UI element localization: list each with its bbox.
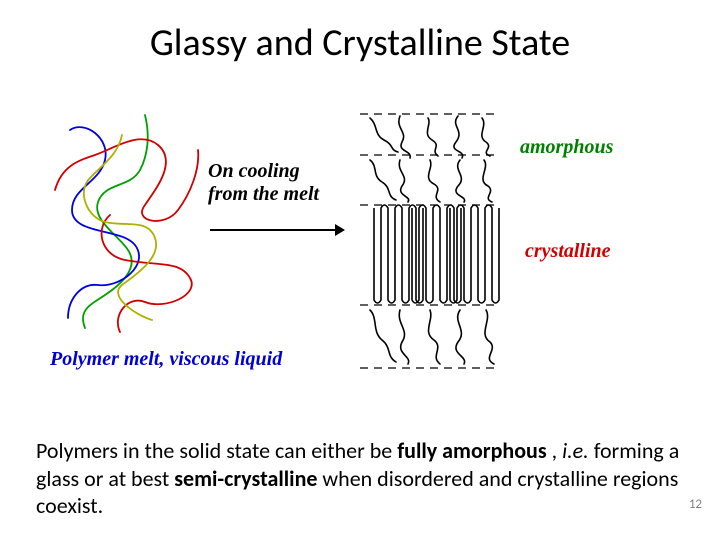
slide-title: Glassy and Crystalline State xyxy=(0,20,720,66)
body-paragraph: Polymers in the solid state can either b… xyxy=(36,437,684,520)
figure-area: On cooling from the melt amorphous cryst… xyxy=(50,100,670,400)
crystalline-label: crystalline xyxy=(525,240,611,263)
slide: Glassy and Crystalline State On cooling … xyxy=(0,0,720,540)
cooling-caption: On cooling from the melt xyxy=(208,160,319,206)
solid-state-diagram xyxy=(350,100,510,380)
polymer-melt-caption: Polymer melt, viscous liquid xyxy=(50,348,282,371)
amorphous-label: amorphous xyxy=(520,136,613,159)
page-number: 12 xyxy=(689,497,702,512)
